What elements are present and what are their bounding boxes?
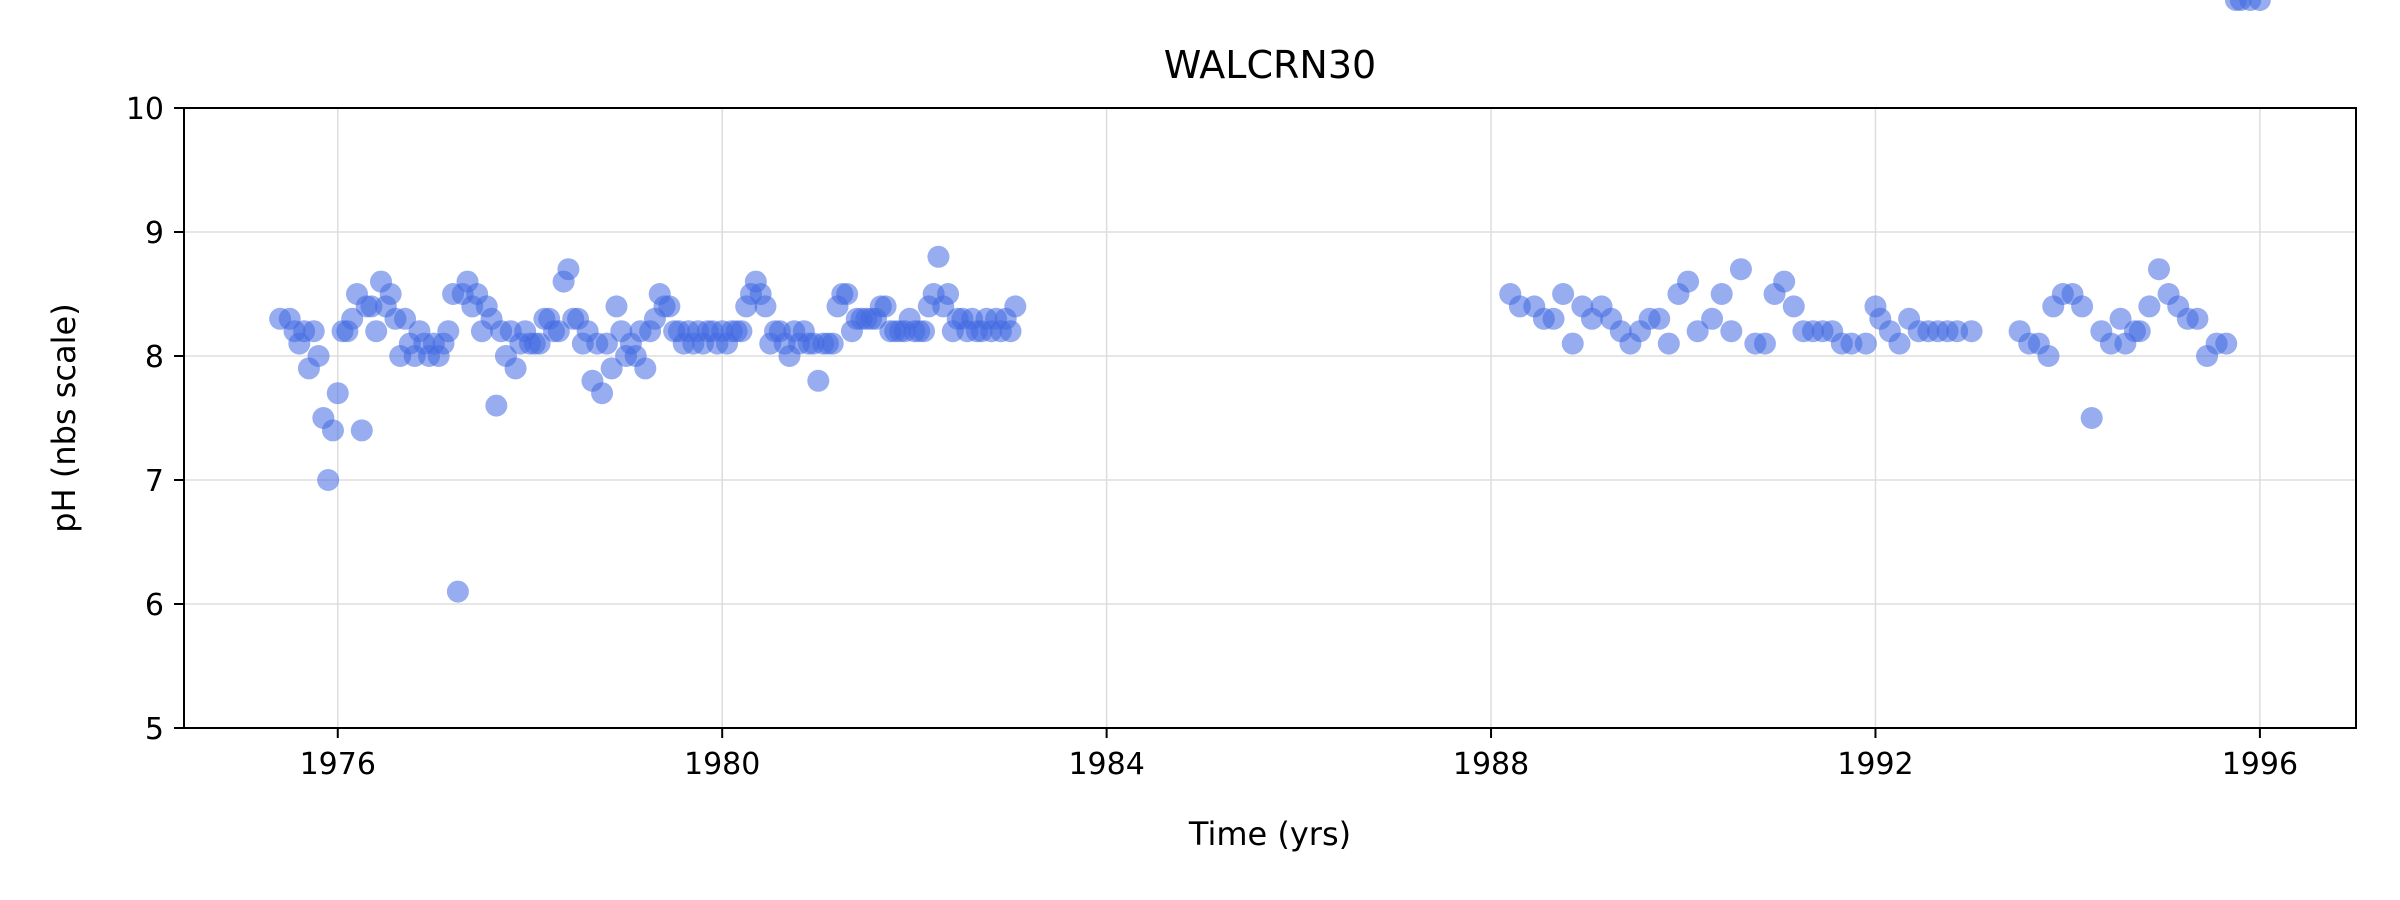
data-point (1960, 320, 1983, 343)
data-point (874, 295, 897, 318)
data-point (547, 320, 570, 343)
data-point (321, 419, 344, 442)
data-point (600, 357, 623, 380)
y-tick-label: 8 (145, 340, 164, 375)
data-point (937, 283, 960, 305)
data-point (1773, 270, 1796, 293)
data-point (341, 307, 364, 330)
data-point (307, 345, 330, 367)
data-point (379, 283, 402, 305)
grid-layer (184, 107, 2356, 729)
data-point (1004, 295, 1027, 318)
data-point (1888, 332, 1911, 355)
data-point (1729, 258, 1752, 281)
data-point (2071, 295, 2094, 318)
data-point (2186, 307, 2209, 330)
data-point (927, 245, 950, 268)
data-point (1686, 320, 1709, 343)
data-point (999, 320, 1022, 343)
data-point (1561, 332, 1584, 355)
data-point (2037, 345, 2060, 367)
data-point (2248, 0, 2271, 11)
data-point (302, 320, 325, 343)
data-point (634, 357, 657, 380)
data-point (504, 357, 527, 380)
data-point (326, 382, 349, 405)
x-tick-label: 1992 (1837, 747, 1913, 782)
data-point (437, 320, 460, 343)
data-point (595, 332, 618, 355)
y-axis-label: pH (nbs scale) (45, 303, 83, 532)
data-point (2128, 320, 2151, 343)
data-point (528, 332, 551, 355)
plot-frame (183, 107, 2357, 729)
data-point (1710, 283, 1733, 305)
data-point (2138, 295, 2161, 318)
data-point (394, 307, 417, 330)
data-point (1542, 307, 1565, 330)
data-point (1701, 307, 1724, 330)
y-tick-label: 10 (126, 92, 164, 127)
x-tick-label: 1980 (684, 747, 760, 782)
data-point (1648, 307, 1671, 330)
data-point (2080, 407, 2103, 429)
data-point (591, 382, 614, 405)
data-point (2147, 258, 2170, 281)
data-point (317, 469, 340, 491)
data-point (836, 283, 859, 305)
points-layer (269, 0, 2271, 603)
x-tick-label: 1984 (1068, 747, 1144, 782)
ticks-layer: 1976 1980 1984 1988 1992 1996 5 6 7 8 9 10 (126, 92, 2298, 782)
y-tick-label: 7 (145, 464, 164, 499)
data-point (1854, 332, 1877, 355)
data-point (605, 295, 628, 318)
data-point (807, 369, 830, 392)
data-point (2109, 307, 2132, 330)
data-point (557, 258, 580, 281)
x-tick-label: 1996 (2222, 747, 2298, 782)
data-point (658, 295, 681, 318)
data-point (485, 394, 508, 417)
data-point (913, 320, 936, 343)
data-point (821, 332, 844, 355)
data-point (730, 320, 753, 343)
data-point (1753, 332, 1776, 355)
y-tick-label: 6 (145, 588, 164, 623)
y-tick-label: 9 (145, 216, 164, 251)
data-point (1552, 283, 1575, 305)
data-point (754, 295, 777, 318)
data-point (350, 419, 373, 442)
x-tick-label: 1988 (1453, 747, 1529, 782)
y-tick-label: 5 (145, 712, 164, 747)
x-axis-label: Time (yrs) (1188, 815, 1351, 853)
data-point (365, 320, 388, 343)
data-point (1720, 320, 1743, 343)
data-point (446, 580, 469, 603)
data-point (2215, 332, 2238, 355)
data-point (1782, 295, 1805, 318)
data-point (1657, 332, 1680, 355)
data-point (1677, 270, 1700, 293)
x-tick-label: 1976 (300, 747, 376, 782)
chart-title: WALCRN30 (1164, 43, 1376, 87)
